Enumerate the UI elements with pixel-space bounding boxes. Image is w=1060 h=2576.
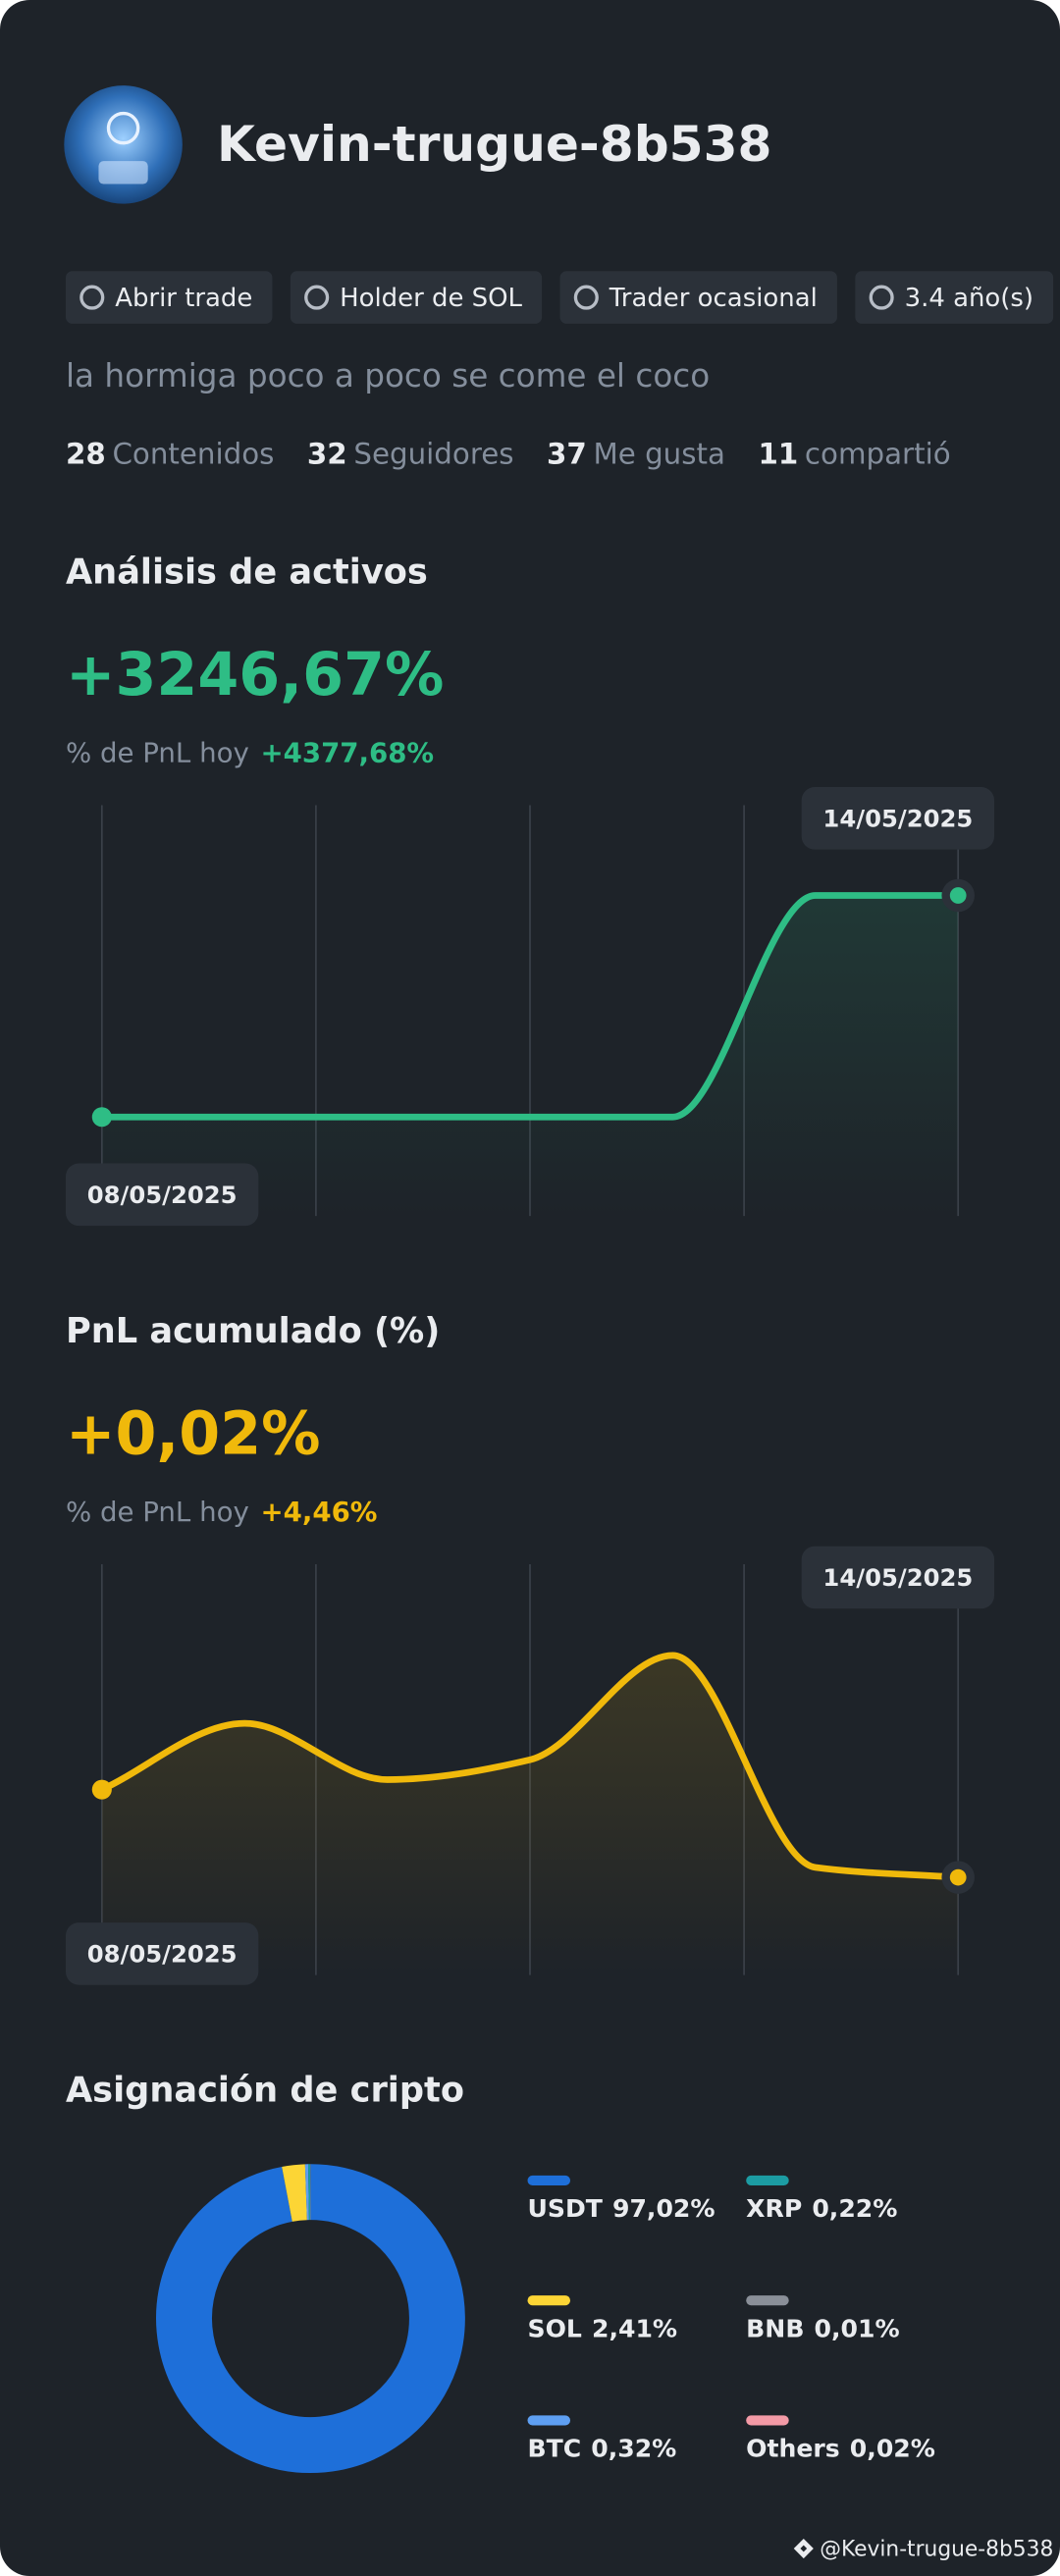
line-area	[101, 895, 959, 1217]
tag[interactable]: Holder de SOL	[290, 271, 543, 324]
date-label: 14/05/2025	[822, 805, 973, 833]
legend-swatch	[527, 2415, 571, 2426]
legend-swatch	[746, 2415, 789, 2426]
legend-value: 0,02%	[850, 2435, 935, 2463]
today-label: % de PnL hoy	[66, 737, 249, 769]
tag[interactable]: Trader ocasional	[559, 271, 837, 324]
stat-label: Seguidores	[353, 437, 513, 470]
tag-icon	[869, 285, 894, 310]
stat-value: 11	[758, 437, 798, 470]
end-point	[949, 1868, 967, 1886]
legend-swatch	[527, 2295, 571, 2306]
date-label: 08/05/2025	[87, 1181, 238, 1209]
legend-value: 0,32%	[591, 2435, 676, 2463]
legend-value: 0,01%	[815, 2314, 900, 2342]
legend-swatch	[746, 2175, 789, 2185]
avatar-icon	[106, 111, 140, 145]
line	[98, 892, 962, 1121]
bio: la hormiga poco a poco se come el coco	[66, 357, 710, 394]
watermark: @Kevin-trugue-8b538	[820, 2538, 1053, 2562]
date-pill	[65, 1922, 259, 1985]
tag[interactable]: Abrir trade	[65, 271, 273, 324]
tag-icon	[304, 285, 330, 310]
stat-value: 37	[547, 437, 587, 470]
tag-box	[559, 271, 837, 324]
date-pill	[801, 787, 995, 850]
date-label: 08/05/2025	[87, 1940, 238, 1969]
start-point	[91, 1107, 112, 1128]
legend-name: BNB	[746, 2314, 804, 2342]
legend-swatch	[746, 2295, 789, 2306]
avatar-icon	[98, 161, 148, 184]
profile-name: Kevin-trugue-8b538	[217, 115, 771, 173]
stat-value: 32	[307, 437, 347, 470]
tag-label: Holder de SOL	[340, 284, 522, 313]
headline-value: +0,02%	[66, 1400, 321, 1469]
date-label: 14/05/2025	[822, 1563, 973, 1592]
charts: Análisis de activos +3246,67% % de PnL hoy…	[65, 552, 995, 2473]
donut-chart: Asignación de cripto USDT 97,02% SOL 2,41% BT…	[66, 2071, 935, 2473]
stat-value: 28	[66, 437, 106, 470]
end-point	[949, 887, 967, 904]
tag-label: Abrir trade	[115, 284, 252, 313]
start-point	[91, 1779, 112, 1800]
stat-label: Contenidos	[112, 437, 274, 470]
stats-row: 28 Contenidos 32 Seguidores 37 Me gusta 11 comp…	[66, 437, 951, 470]
donut-slice	[282, 2164, 308, 2223]
tag-row: Abrir trade Holder de SOL Trader ocasional…	[65, 271, 1054, 324]
tag[interactable]: 3.4 año(s)	[855, 271, 1054, 324]
tag-box	[290, 271, 543, 324]
line	[98, 1652, 962, 1881]
legend-name: USDT	[527, 2194, 602, 2223]
stat-label: Me gusta	[593, 437, 724, 470]
legend-value: 2,41%	[592, 2314, 677, 2342]
tag-label: Trader ocasional	[609, 284, 818, 313]
legend-value: 0,22%	[812, 2194, 897, 2223]
donut-slice	[156, 2164, 465, 2473]
date-pill	[801, 1546, 995, 1609]
tag-icon	[80, 285, 105, 310]
legend-name: SOL	[527, 2314, 581, 2342]
legend-name: Others	[746, 2435, 840, 2463]
tag-label: 3.4 año(s)	[905, 284, 1034, 313]
legend-name: BTC	[527, 2435, 581, 2463]
line-chart: PnL acumulado (%) +0,02% % de PnL hoy +4,46…	[65, 1311, 995, 1985]
section-title: Asignación de cripto	[66, 2071, 464, 2111]
line-area	[101, 1655, 959, 1975]
section-title: Análisis de activos	[66, 552, 428, 592]
today-value: +4,46%	[261, 1496, 378, 1528]
today-value: +4377,68%	[261, 737, 435, 769]
tag-icon	[573, 285, 599, 310]
legend-value: 97,02%	[612, 2194, 716, 2223]
legend-name: XRP	[746, 2194, 802, 2223]
section-title: PnL acumulado (%)	[66, 1311, 440, 1351]
legend-swatch	[527, 2175, 571, 2185]
today-label: % de PnL hoy	[66, 1496, 249, 1528]
stat-label: compartió	[805, 437, 951, 470]
headline-value: +3246,67%	[66, 641, 444, 710]
tag-box	[65, 271, 273, 324]
tag-box	[855, 271, 1054, 324]
line-chart: Análisis de activos +3246,67% % de PnL hoy…	[65, 552, 995, 1227]
date-pill	[65, 1163, 259, 1227]
